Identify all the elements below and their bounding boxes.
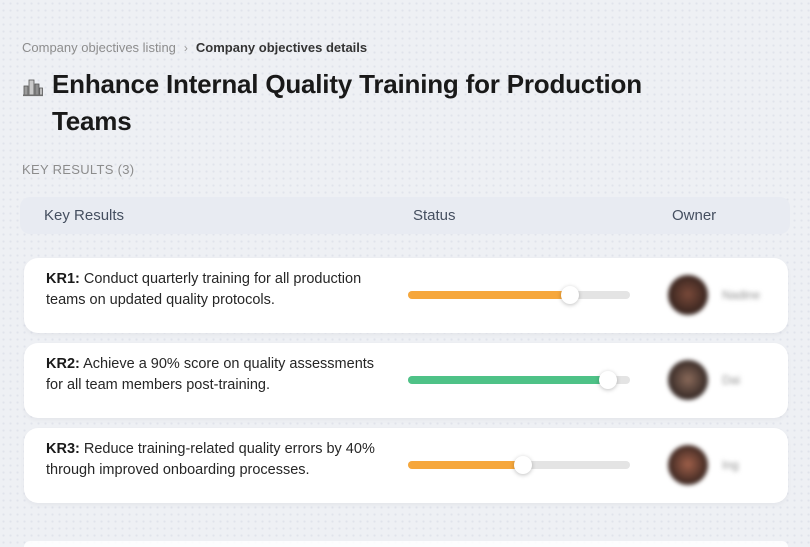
- progress-fill: [408, 461, 524, 469]
- avatar: [668, 360, 708, 400]
- column-header-owner: Owner: [672, 207, 717, 224]
- owner-cell: Ing: [668, 445, 739, 485]
- key-result-row-kr2[interactable]: KR2: Achieve a 90% score on quality asse…: [24, 343, 788, 418]
- owner-name: Ing: [722, 458, 739, 472]
- progress-slider[interactable]: [408, 286, 630, 304]
- progress-fill: [408, 376, 608, 384]
- breadcrumb: Company objectives listing › Company obj…: [22, 40, 367, 55]
- table-header: Key Results Status Owner: [20, 197, 790, 234]
- owner-name: Dai: [722, 373, 741, 387]
- avatar: [668, 445, 708, 485]
- slider-knob[interactable]: [598, 371, 617, 389]
- kr-label: KR1:: [46, 271, 80, 287]
- chevron-right-icon: ›: [183, 40, 188, 55]
- key-result-text: KR1: Conduct quarterly training for all …: [46, 269, 382, 311]
- title-row: Enhance Internal Quality Training for Pr…: [22, 66, 702, 140]
- kr-description: Achieve a 90% score on quality assessmen…: [46, 356, 375, 393]
- next-row-partial: [24, 541, 788, 547]
- slider-knob[interactable]: [514, 456, 533, 474]
- key-result-text: KR3: Reduce training-related quality err…: [46, 439, 382, 481]
- key-results-section-label: KEY RESULTS (3): [22, 162, 135, 177]
- kr-label: KR3:: [46, 441, 80, 457]
- cityscape-icon: [22, 76, 44, 98]
- kr-label: KR2:: [46, 356, 80, 372]
- key-result-text: KR2: Achieve a 90% score on quality asse…: [46, 354, 382, 396]
- key-result-row-kr1[interactable]: KR1: Conduct quarterly training for all …: [24, 258, 788, 333]
- breadcrumb-parent-link[interactable]: Company objectives listing: [22, 40, 176, 55]
- page-title: Enhance Internal Quality Training for Pr…: [52, 69, 642, 136]
- slider-knob[interactable]: [561, 286, 580, 304]
- key-results-list: KR1: Conduct quarterly training for all …: [24, 258, 788, 513]
- kr-description: Conduct quarterly training for all produ…: [46, 271, 362, 308]
- progress-fill: [408, 291, 571, 299]
- column-header-status: Status: [413, 207, 456, 224]
- kr-description: Reduce training-related quality errors b…: [46, 441, 375, 478]
- key-result-row-kr3[interactable]: KR3: Reduce training-related quality err…: [24, 428, 788, 503]
- owner-cell: Nadine: [668, 275, 760, 315]
- avatar: [668, 275, 708, 315]
- progress-slider[interactable]: [408, 371, 630, 389]
- column-header-key-results: Key Results: [44, 207, 125, 224]
- progress-slider[interactable]: [408, 456, 630, 474]
- breadcrumb-current: Company objectives details: [195, 40, 368, 55]
- owner-cell: Dai: [668, 360, 740, 400]
- owner-name: Nadine: [722, 288, 761, 302]
